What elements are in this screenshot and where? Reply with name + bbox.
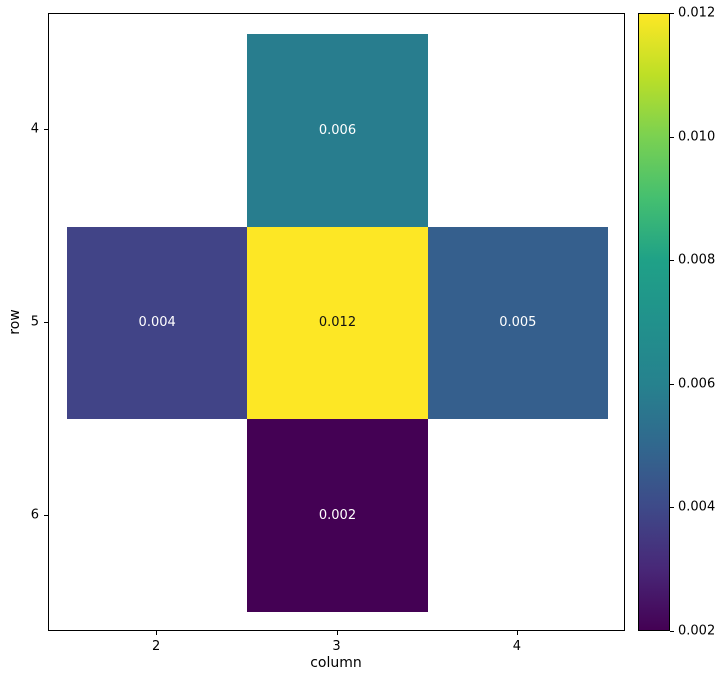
plot-axes: 0.006 0.004 0.012 0.005 0.002 — [48, 13, 625, 631]
colorbar-tick-mark-0.010 — [670, 136, 674, 138]
colorbar-tick-label-0.008: 0.008 — [678, 252, 716, 268]
x-tick-label-4: 4 — [512, 639, 521, 654]
colorbar-tick-mark-0.008 — [670, 260, 674, 262]
colorbar-tick-mark-0.006 — [670, 383, 674, 385]
heatmap-cells-layer: 0.006 0.004 0.012 0.005 0.002 — [67, 34, 608, 612]
colorbar-tick-label-0.012: 0.012 — [678, 5, 716, 21]
colorbar — [638, 13, 670, 631]
cell-annotation: 0.002 — [318, 508, 357, 524]
heatmap-cell-r5-c2: 0.004 — [67, 226, 248, 420]
y-tick-mark-5 — [44, 322, 48, 323]
heatmap-cell-r6-c3: 0.002 — [247, 419, 428, 612]
heatmap-cell-r5-c3: 0.012 — [247, 226, 428, 420]
x-tick-label-2: 2 — [152, 639, 161, 654]
cell-annotation: 0.005 — [499, 315, 537, 331]
y-axis-label: row — [7, 309, 23, 335]
x-axis-label: column — [310, 655, 362, 671]
colorbar-tick-label-0.002: 0.002 — [678, 623, 716, 639]
cell-annotation: 0.012 — [318, 315, 357, 331]
x-tick-mark-3 — [336, 631, 338, 635]
heatmap-cell-r4-c3: 0.006 — [247, 34, 428, 227]
colorbar-tick-mark-0.012 — [670, 13, 674, 14]
y-tick-label-4: 4 — [30, 121, 39, 137]
cell-annotation: 0.006 — [318, 122, 357, 138]
colorbar-tick-mark-0.002 — [670, 631, 674, 632]
heatmap-cell-r5-c4: 0.005 — [427, 226, 608, 420]
y-tick-label-5: 5 — [30, 314, 39, 330]
y-tick-mark-4 — [44, 129, 48, 131]
x-tick-mark-2 — [156, 631, 158, 635]
colorbar-tick-label-0.004: 0.004 — [678, 499, 716, 515]
colorbar-tick-label-0.006: 0.006 — [678, 376, 716, 392]
x-tick-label-3: 3 — [332, 639, 341, 654]
cell-annotation: 0.004 — [138, 315, 176, 331]
x-tick-mark-4 — [516, 631, 518, 635]
colorbar-tick-mark-0.004 — [670, 507, 674, 509]
y-tick-mark-6 — [44, 514, 48, 516]
y-tick-label-6: 6 — [30, 507, 39, 523]
colorbar-tick-label-0.010: 0.010 — [678, 129, 716, 145]
